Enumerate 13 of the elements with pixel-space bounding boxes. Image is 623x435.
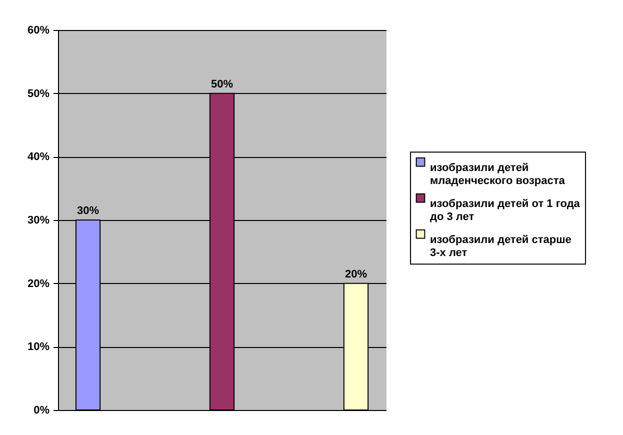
y-tick-label: 0% — [34, 404, 50, 416]
legend-label: изобразили детей от 1 года до 3 лет — [430, 198, 581, 224]
legend-label: изобразили детей младенческого возраста — [430, 162, 566, 188]
y-tick-label: 10% — [27, 341, 50, 354]
y-tick-label: 50% — [27, 88, 50, 100]
y-tick-label: 30% — [27, 214, 50, 226]
y-tick-label: 40% — [27, 151, 50, 164]
y-tick-label: 20% — [27, 278, 50, 290]
data-label: 20% — [344, 268, 368, 280]
legend-label: изобразили детей старше 3-х лет — [430, 234, 572, 260]
data-label: 30% — [76, 205, 100, 217]
data-label: 50% — [210, 78, 234, 90]
y-tick-label: 60% — [27, 24, 50, 36]
